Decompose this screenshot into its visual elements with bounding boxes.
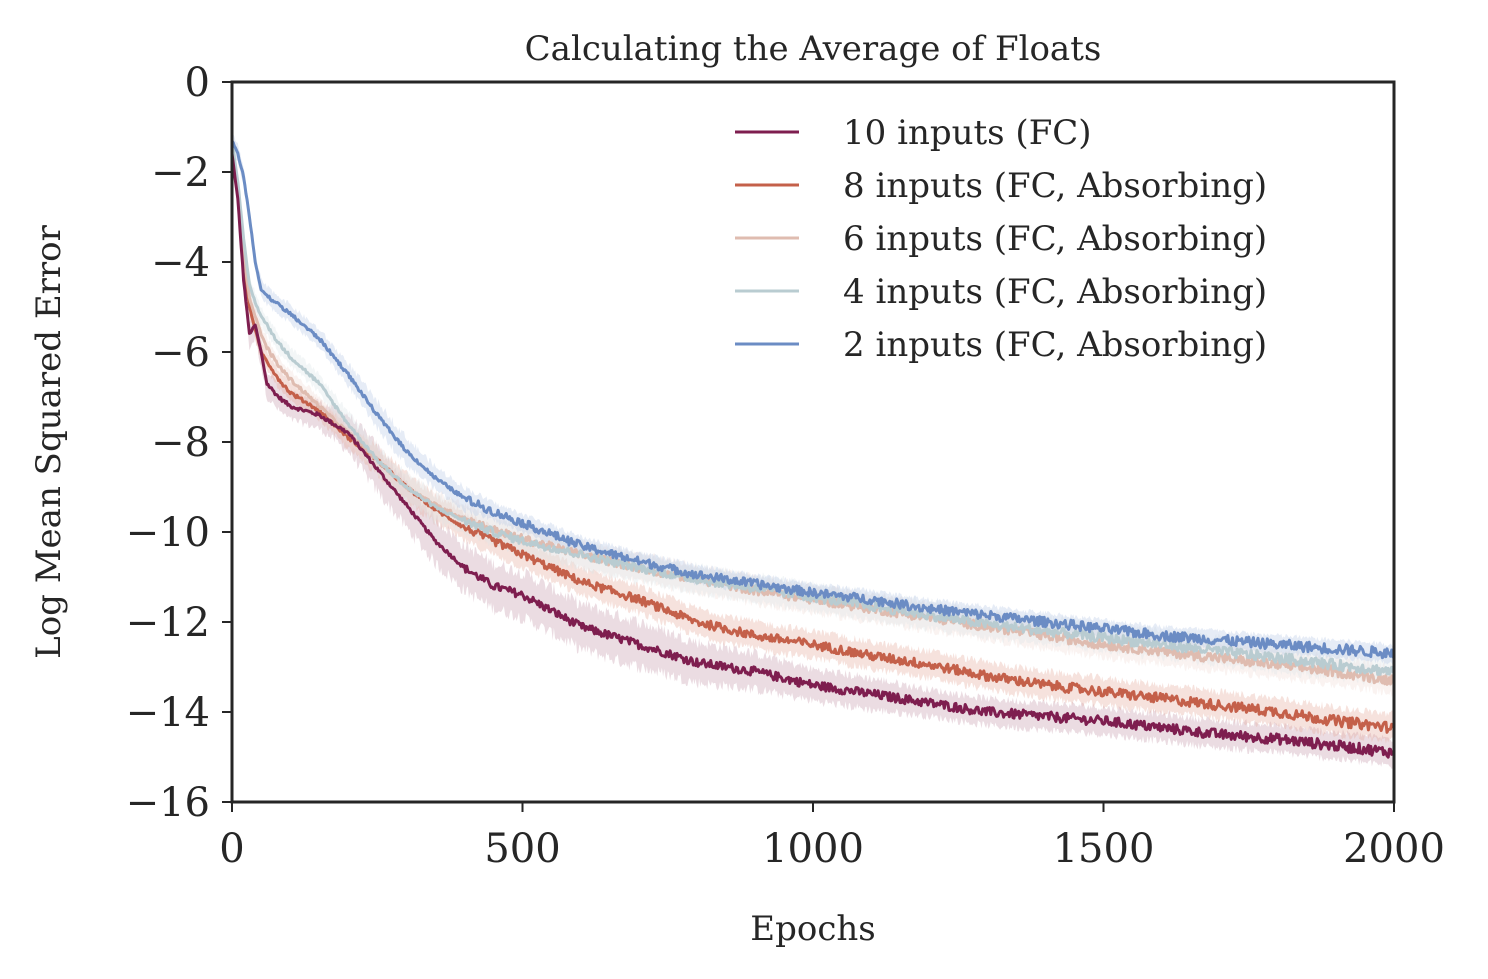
confidence-bands bbox=[232, 129, 1394, 770]
series-band-1 bbox=[232, 146, 1394, 770]
series-band-4 bbox=[232, 129, 1394, 688]
series-line-2 bbox=[230, 149, 1396, 734]
series-band-5 bbox=[232, 133, 1394, 665]
y-tick-label: 0 bbox=[185, 60, 210, 106]
x-axis-ticks: 0 500 1000 1500 2000 bbox=[219, 802, 1445, 872]
x-tick-label: 1500 bbox=[1053, 826, 1155, 872]
chart-title: Calculating the Average of Floats bbox=[525, 29, 1102, 69]
x-tick-label: 500 bbox=[484, 826, 560, 872]
y-tick-label: −12 bbox=[126, 600, 210, 646]
x-tick-label: 1000 bbox=[762, 826, 864, 872]
y-tick-label: −4 bbox=[151, 240, 210, 286]
legend-label-3: 6 inputs (FC, Absorbing) bbox=[843, 219, 1267, 259]
y-axis-ticks: 0 −2 −4 −6 −8 −10 −12 −14 −16 bbox=[126, 60, 232, 826]
legend-label-4: 4 inputs (FC, Absorbing) bbox=[843, 272, 1267, 312]
x-axis-label: Epochs bbox=[750, 909, 875, 949]
y-axis-label: Log Mean Squared Error bbox=[29, 224, 69, 658]
series-band-3 bbox=[232, 136, 1394, 698]
legend-label-2: 8 inputs (FC, Absorbing) bbox=[843, 166, 1267, 206]
y-tick-label: −8 bbox=[151, 420, 210, 466]
series-lines bbox=[230, 140, 1396, 759]
y-tick-label: −6 bbox=[151, 330, 210, 376]
legend: 10 inputs (FC) 8 inputs (FC, Absorbing) 6 … bbox=[735, 113, 1267, 365]
y-tick-label: −2 bbox=[151, 150, 210, 196]
x-tick-label: 2000 bbox=[1343, 826, 1445, 872]
legend-label-1: 10 inputs (FC) bbox=[843, 113, 1092, 153]
legend-label-5: 2 inputs (FC, Absorbing) bbox=[843, 325, 1267, 365]
x-tick-label: 0 bbox=[219, 826, 244, 872]
y-tick-label: −16 bbox=[126, 780, 210, 826]
series-line-1 bbox=[230, 153, 1395, 759]
series-line-5 bbox=[230, 140, 1396, 660]
y-tick-label: −14 bbox=[126, 690, 210, 736]
y-tick-label: −10 bbox=[126, 510, 210, 556]
